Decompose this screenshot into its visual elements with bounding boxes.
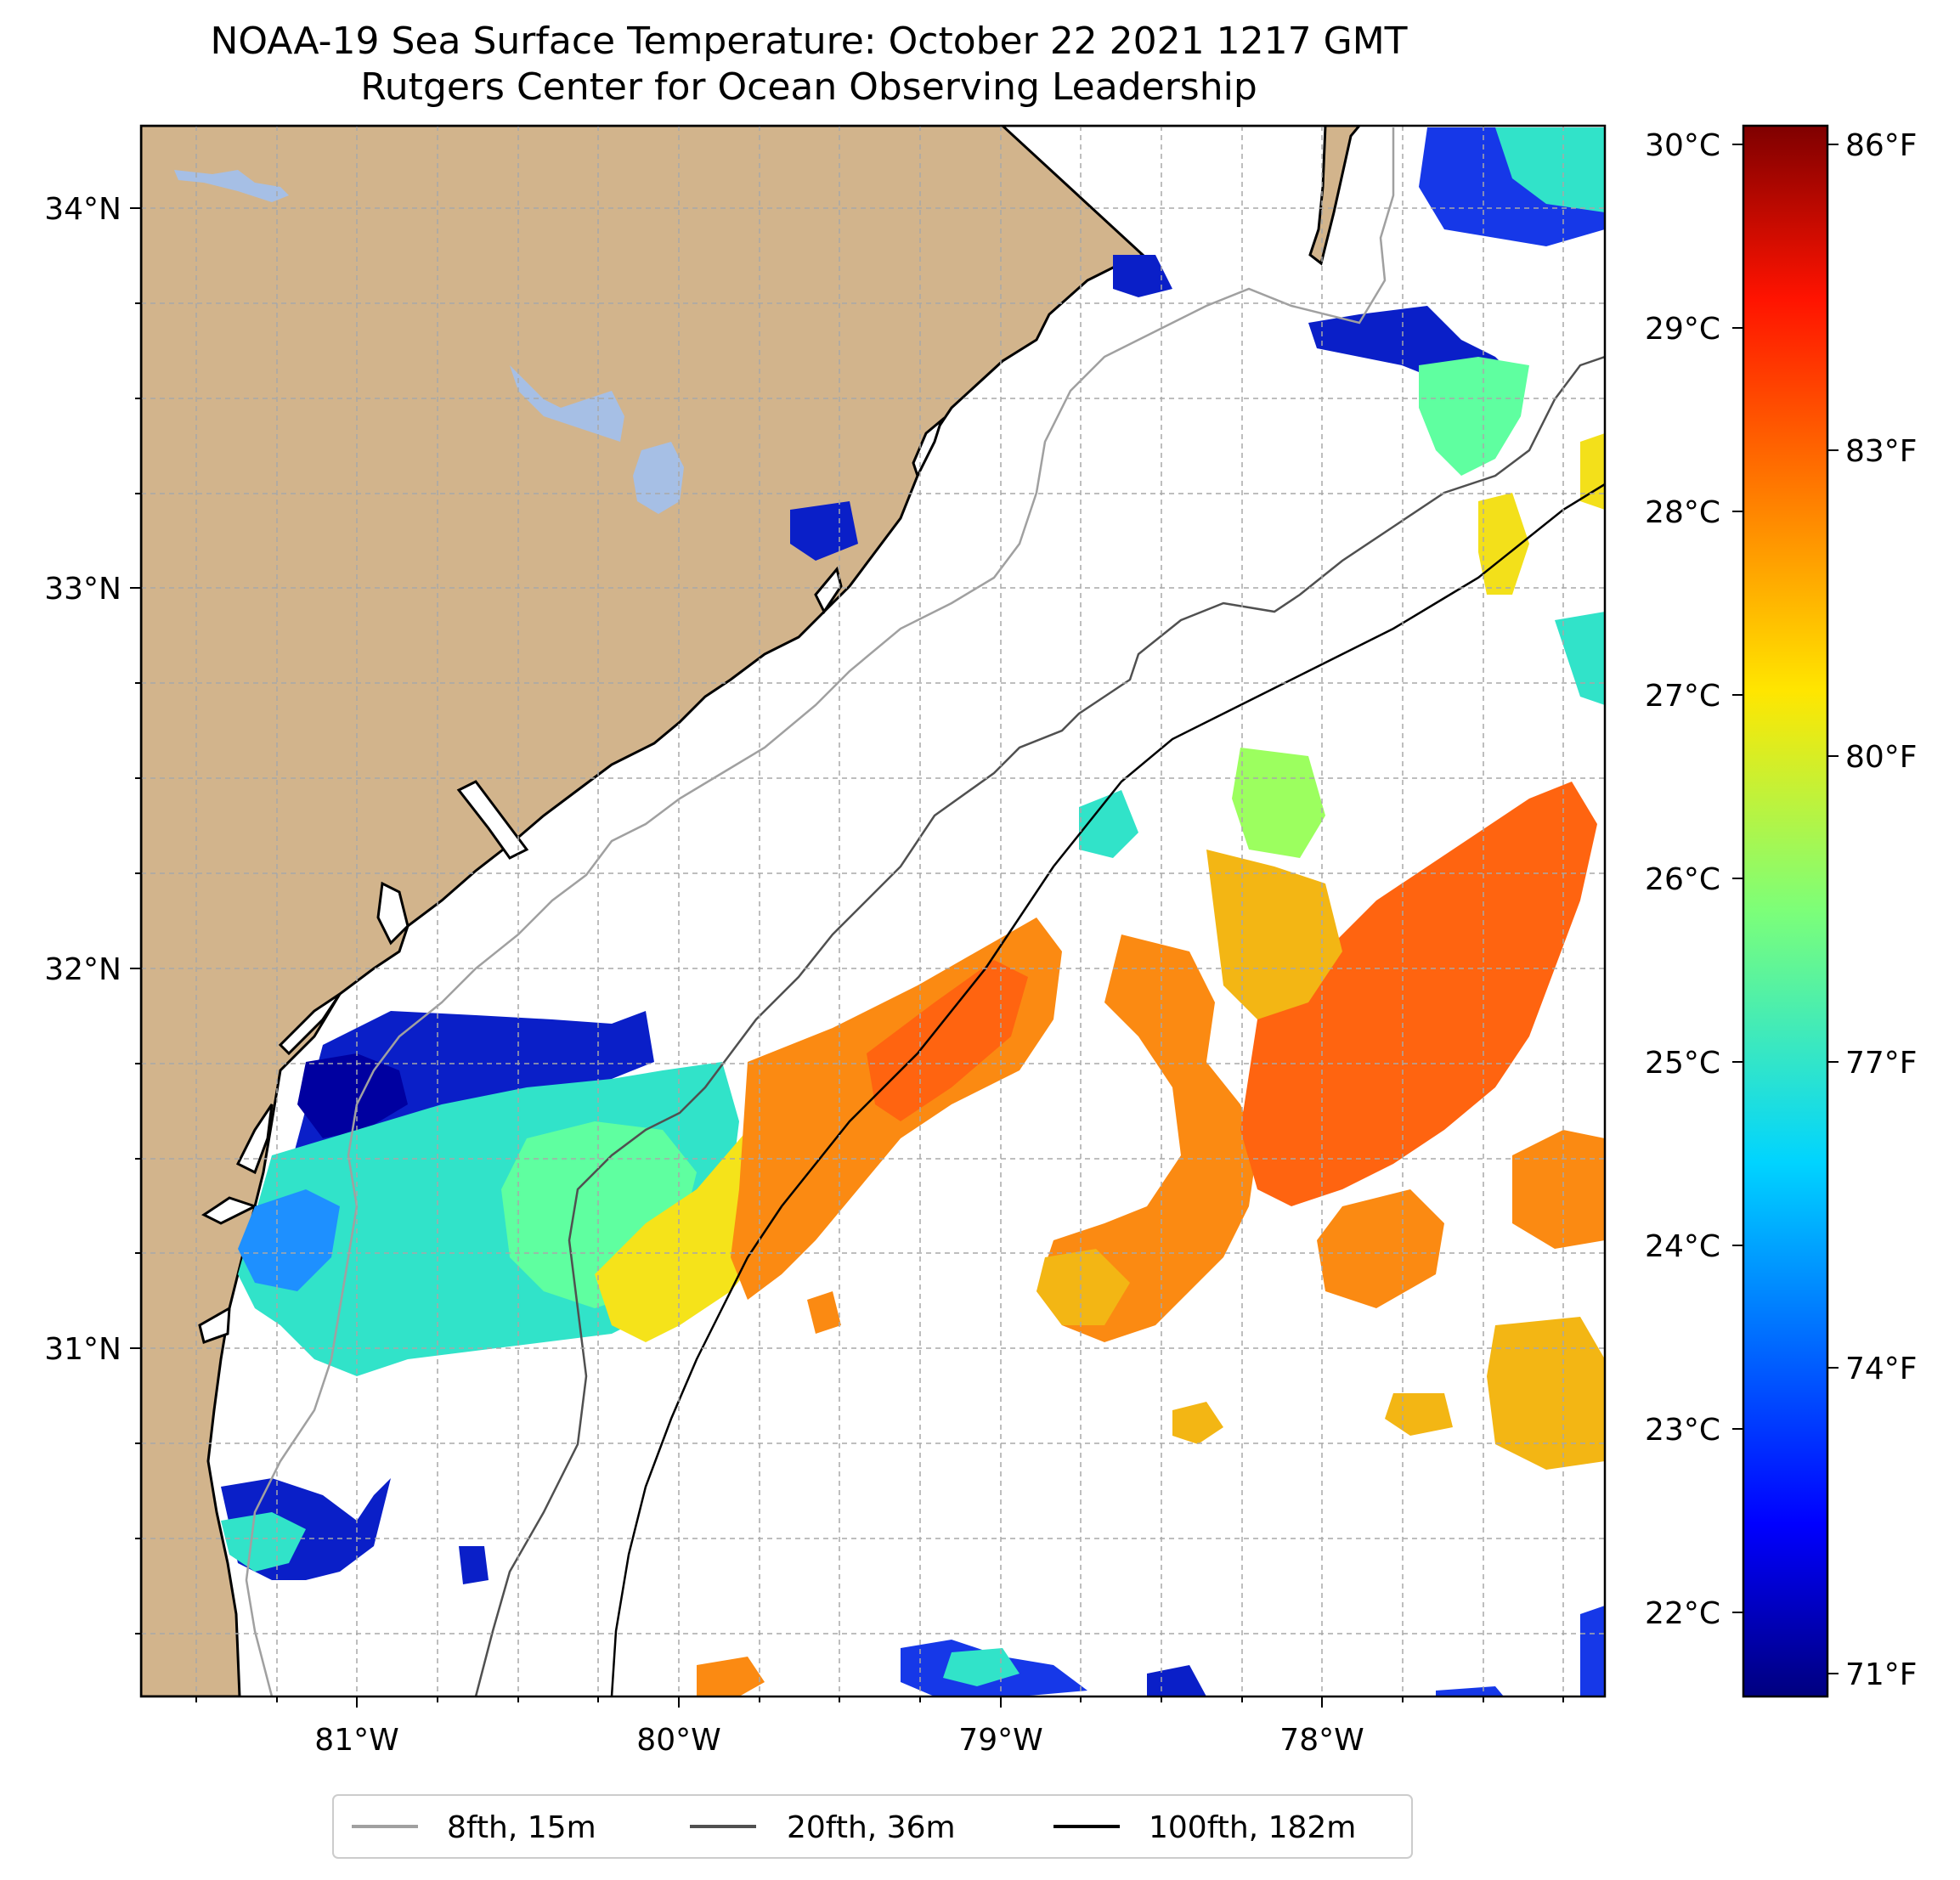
cbar-f-74: 74°F — [1845, 1352, 1918, 1386]
lat-tick-33n: 33°N — [44, 572, 121, 607]
contour-legend: 8fth, 15m 20fth, 36m 100fth, 182m — [332, 1794, 1413, 1859]
cbar-f-77: 77°F — [1845, 1046, 1918, 1081]
legend-label-20fth: 20fth, 36m — [787, 1810, 956, 1845]
cbar-c-25: 25°C — [1645, 1046, 1720, 1081]
lake-marion — [510, 365, 624, 442]
axis-ticks — [130, 207, 1564, 1708]
cbar-c-24: 24°C — [1645, 1229, 1720, 1264]
lon-tick-80w: 80°W — [636, 1723, 720, 1758]
cbar-f-86: 86°F — [1845, 128, 1918, 163]
cbar-c-28: 28°C — [1645, 495, 1720, 530]
map-frame — [139, 124, 1607, 1698]
contour-20fth — [474, 355, 1605, 1697]
lat-tick-34n: 34°N — [44, 192, 121, 227]
cbar-f-83: 83°F — [1845, 434, 1918, 469]
cbar-c-22: 22°C — [1645, 1596, 1720, 1631]
lon-tick-81w: 81°W — [314, 1723, 398, 1758]
contour-100fth — [610, 483, 1605, 1697]
cbar-c-27: 27°C — [1645, 679, 1720, 714]
title-line-1: NOAA-19 Sea Surface Temperature: October… — [210, 20, 1408, 63]
lon-tick-78w: 78°W — [1279, 1723, 1364, 1758]
gridlines — [141, 126, 1605, 1697]
map-panel — [141, 126, 1605, 1697]
legend-box — [332, 1794, 1413, 1859]
inlet-1 — [912, 416, 944, 479]
inlet-7 — [201, 1196, 258, 1225]
cbar-c-23: 23°C — [1645, 1413, 1720, 1448]
inlet-5 — [278, 992, 342, 1056]
inlet-2 — [814, 566, 843, 614]
inlet-3 — [456, 780, 529, 860]
lon-axis-labels: 81°W 80°W 79°W 78°W — [314, 1723, 1364, 1758]
sst-data-layer — [221, 127, 1605, 1697]
chart-title: NOAA-19 Sea Surface Temperature: October… — [0, 19, 1618, 110]
contour-8fth — [245, 127, 1395, 1697]
lat-tick-31n: 31°N — [44, 1332, 121, 1367]
legend-label-8fth: 8fth, 15m — [447, 1810, 596, 1845]
inlet-6 — [235, 1104, 274, 1175]
colorbar-gradient — [1742, 124, 1829, 1698]
cbar-f-71: 71°F — [1845, 1657, 1918, 1692]
cbar-c-30: 30°C — [1645, 128, 1720, 163]
title-line-2: Rutgers Center for Ocean Observing Leade… — [360, 65, 1257, 109]
cbar-c-26: 26°C — [1645, 862, 1720, 897]
inlet-8 — [198, 1306, 231, 1344]
cbar-c-29: 29°C — [1645, 312, 1720, 347]
lon-tick-79w: 79°W — [958, 1723, 1042, 1758]
cbar-f-80: 80°F — [1845, 740, 1918, 775]
lat-axis-labels: 34°N 33°N 32°N 31°N — [44, 192, 121, 1367]
lake-north — [174, 170, 289, 202]
lake-moultrie — [633, 442, 684, 514]
colorbar: 30°C 29°C 28°C 27°C 26°C 25°C 24°C 23°C … — [1645, 124, 1918, 1698]
inlet-4 — [376, 881, 410, 946]
lat-tick-32n: 32°N — [44, 952, 121, 987]
legend-label-100fth: 100fth, 182m — [1149, 1810, 1356, 1845]
